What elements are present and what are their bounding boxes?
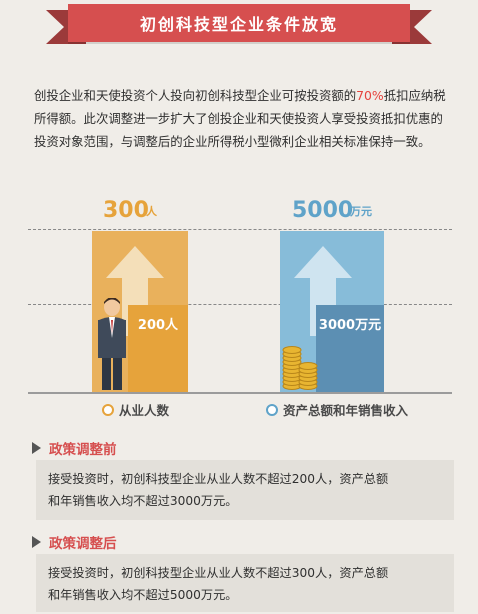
section-after-box: 接受投资时，初创科技型企业从业人数不超过300人，资产总额 和年销售收入均不超过… [36, 554, 454, 612]
section-before-box: 接受投资时，初创科技型企业从业人数不超过200人，资产总额 和年销售收入均不超过… [36, 460, 454, 520]
intro-paragraph: 创投企业和天使投资个人投向初创科技型企业可按投资额的70%抵扣应纳税所得额。此次… [34, 84, 454, 153]
section-after-line2: 和年销售收入均不超过5000万元。 [48, 588, 238, 602]
legend-employees-label: 从业人数 [119, 403, 170, 418]
section-after-line1: 接受投资时，初创科技型企业从业人数不超过300人，资产总额 [48, 566, 389, 580]
section-before-title-text: 政策调整前 [49, 442, 117, 458]
section-before-line2: 和年销售收入均不超过3000万元。 [48, 494, 238, 508]
employees-new-unit: 人 [146, 205, 157, 218]
coin-stack-icon [282, 346, 318, 390]
legend-employees: 从业人数 [102, 400, 169, 419]
legend-assets-label: 资产总额和年销售收入 [283, 403, 409, 418]
dashed-line-new [28, 229, 452, 230]
assets-old-label: 3000万元 [318, 317, 382, 333]
assets-old-bar [316, 305, 384, 392]
section-before-title: 政策调整前 [32, 438, 117, 458]
up-arrow-icon [106, 246, 164, 336]
legend-assets-marker [266, 403, 278, 416]
employees-old-label: 200人 [137, 317, 179, 333]
person-icon [98, 298, 126, 390]
assets-new-value: 5000 [292, 198, 354, 223]
section-after-title: 政策调整后 [32, 532, 117, 552]
section-before-line1: 接受投资时，初创科技型企业从业人数不超过200人，资产总额 [48, 472, 389, 486]
employees-new-value: 300 [103, 198, 149, 223]
assets-new-unit: 万元 [350, 205, 372, 218]
triangle-bullet-icon [32, 442, 41, 454]
employees-old-bar [128, 305, 188, 392]
legend-employees-marker [102, 403, 114, 416]
up-arrow-icon-2 [294, 246, 352, 336]
legend-assets: 资产总额和年销售收入 [266, 400, 408, 419]
dashed-line-old [28, 304, 452, 305]
triangle-bullet-icon-2 [32, 536, 41, 548]
section-after-title-text: 政策调整后 [49, 536, 117, 552]
intro-text-2: 抵扣应纳税所得额。此次调整进一步扩大了创投企业和天使投资人享受投资抵扣优惠的投资… [34, 88, 446, 149]
page-title: 初创科技型企业条件放宽 [68, 4, 410, 42]
intro-text-1: 创投企业和天使投资个人投向初创科技型企业可按投资额的 [34, 88, 357, 103]
chart-baseline [28, 392, 452, 394]
intro-percent: 70% [356, 88, 384, 103]
